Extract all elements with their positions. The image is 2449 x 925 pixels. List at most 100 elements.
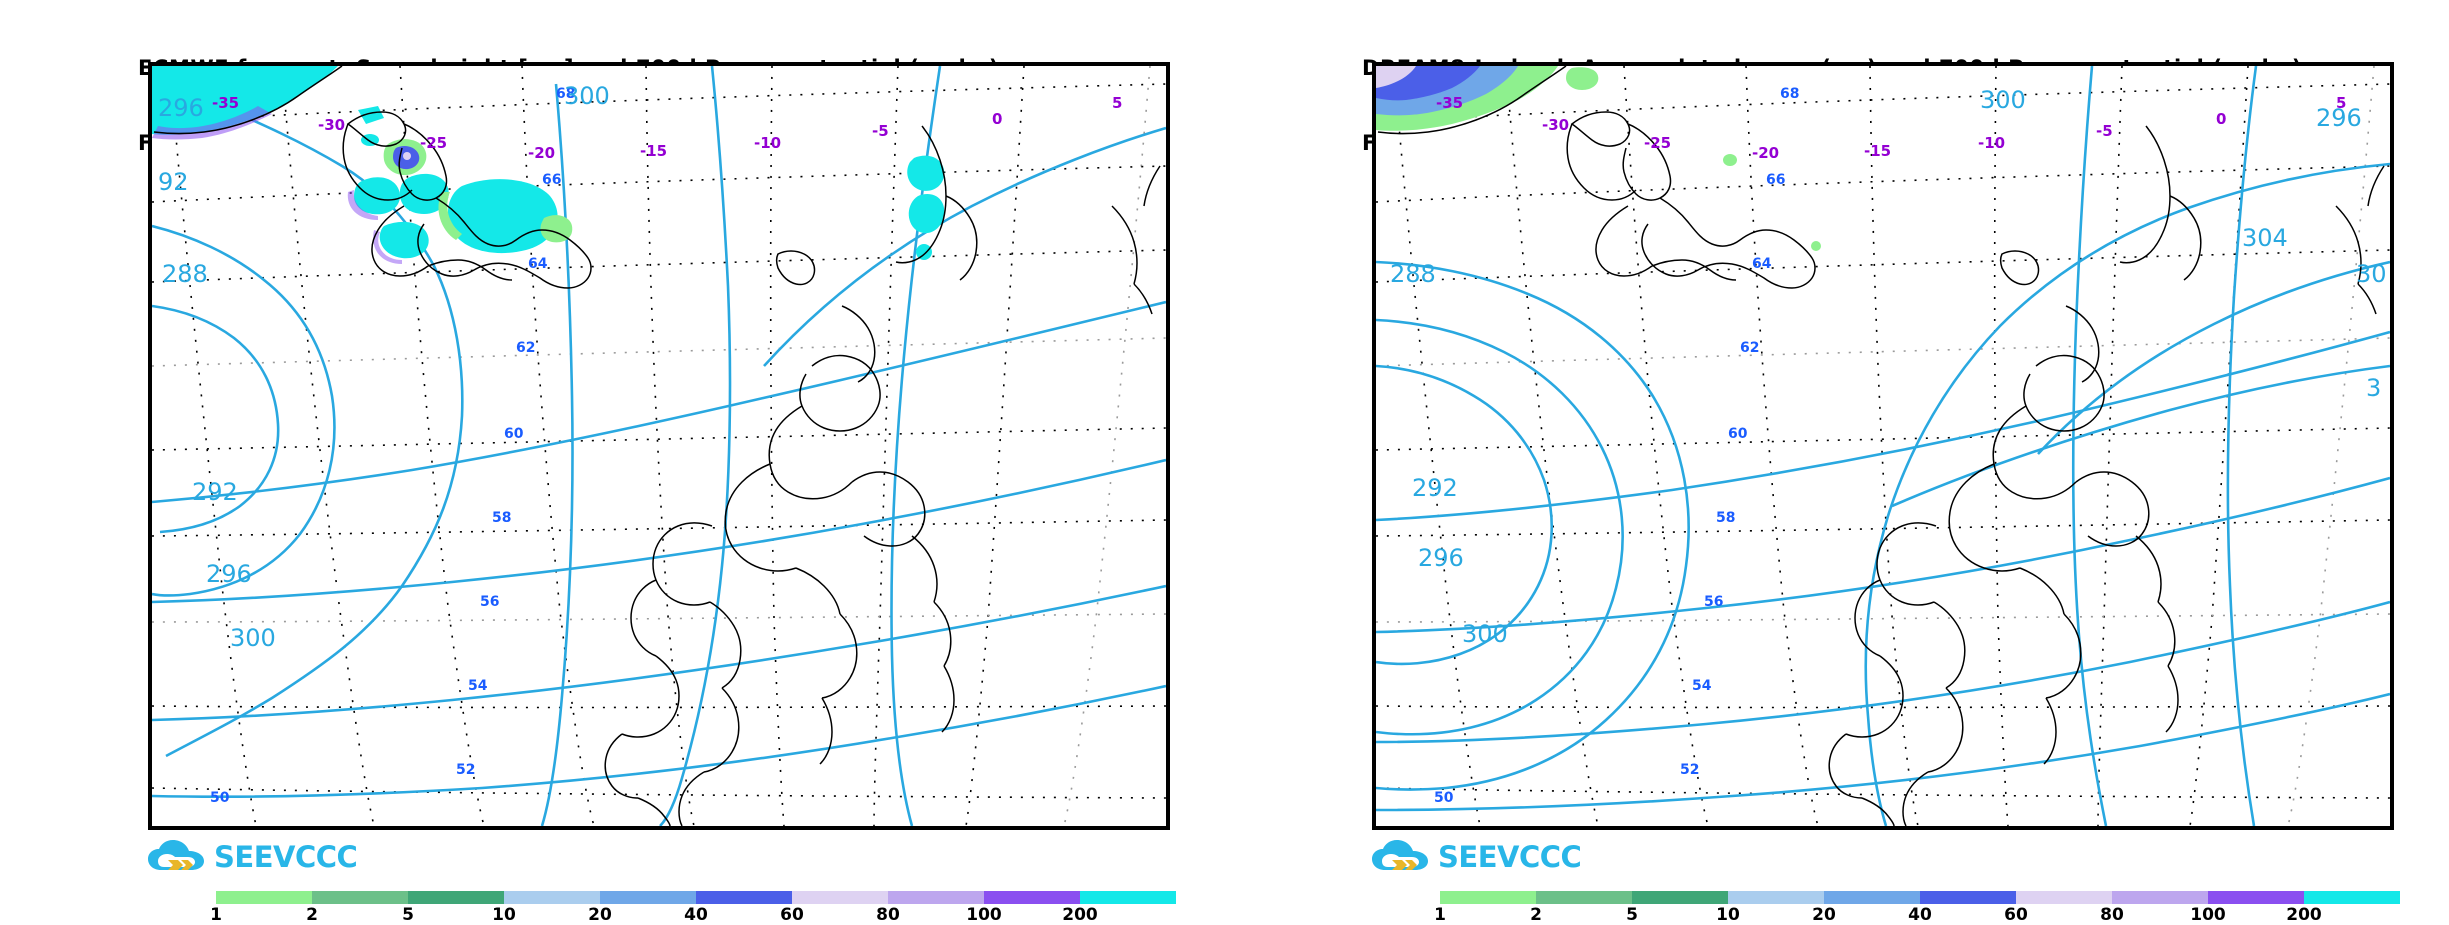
svg-text:296: 296 bbox=[206, 560, 252, 588]
cloud-icon bbox=[1372, 840, 1428, 874]
colorbar-segment bbox=[984, 891, 1080, 904]
svg-text:292: 292 bbox=[1412, 474, 1458, 502]
colorbar-segment bbox=[2016, 891, 2112, 904]
svg-text:0: 0 bbox=[2216, 110, 2226, 128]
colorbar-tick: 1 bbox=[210, 905, 222, 925]
colorbar-segment bbox=[1728, 891, 1824, 904]
geopotential-contours bbox=[152, 66, 1166, 826]
geopotential-labels: 296 92 288 292 296 300 300 bbox=[158, 82, 610, 652]
colorbar-tick: 200 bbox=[2286, 905, 2322, 925]
svg-text:56: 56 bbox=[480, 594, 499, 610]
colorbar-strip-ecmwf bbox=[216, 891, 1176, 904]
colorbar-segment bbox=[216, 891, 312, 904]
svg-text:-35: -35 bbox=[212, 94, 239, 112]
seevccc-logo-text: SEEVCCC bbox=[1438, 839, 1582, 874]
svg-text:56: 56 bbox=[1704, 594, 1723, 610]
svg-text:92: 92 bbox=[158, 168, 189, 196]
colorbar-tick: 80 bbox=[876, 905, 900, 925]
colorbar-tick: 40 bbox=[1908, 905, 1932, 925]
svg-text:300: 300 bbox=[230, 624, 276, 652]
colorbar-tick: 10 bbox=[492, 905, 516, 925]
colorbar-ecmwf: 1 2 5 10 20 40 60 80 100 200 bbox=[210, 891, 1176, 925]
colorbar-tick: 20 bbox=[1812, 905, 1836, 925]
latitude-labels: 68 66 64 62 60 58 56 54 52 50 bbox=[210, 86, 575, 806]
svg-text:66: 66 bbox=[542, 172, 561, 188]
svg-text:-10: -10 bbox=[1978, 134, 2005, 152]
longitude-labels: -35 -30 -25 -20 -15 -10 -5 0 5 bbox=[212, 94, 1122, 162]
svg-text:64: 64 bbox=[1752, 256, 1772, 272]
colorbar-segment bbox=[408, 891, 504, 904]
svg-text:58: 58 bbox=[492, 510, 511, 526]
svg-text:300: 300 bbox=[564, 82, 610, 110]
colorbar-strip-dream8 bbox=[1440, 891, 2400, 904]
svg-text:50: 50 bbox=[210, 790, 230, 806]
colorbar-segment bbox=[2112, 891, 2208, 904]
svg-text:68: 68 bbox=[556, 86, 575, 102]
svg-text:288: 288 bbox=[1390, 260, 1436, 288]
svg-text:50: 50 bbox=[1434, 790, 1454, 806]
svg-text:60: 60 bbox=[1728, 426, 1748, 442]
coastlines bbox=[153, 66, 1161, 826]
latitude-labels: 68 66 64 62 60 58 56 54 52 50 bbox=[1434, 86, 1799, 806]
colorbar-tick: 60 bbox=[780, 905, 804, 925]
svg-text:62: 62 bbox=[516, 340, 535, 356]
svg-text:-15: -15 bbox=[640, 142, 667, 160]
colorbar-segment bbox=[696, 891, 792, 904]
svg-text:-25: -25 bbox=[1644, 134, 1671, 152]
svg-text:296: 296 bbox=[1418, 544, 1464, 572]
svg-text:58: 58 bbox=[1716, 510, 1735, 526]
snow-shading-dream8 bbox=[1376, 66, 1821, 251]
svg-text:68: 68 bbox=[1780, 86, 1799, 102]
svg-text:-10: -10 bbox=[754, 134, 781, 152]
geopotential-contours bbox=[1376, 66, 2390, 826]
svg-text:296: 296 bbox=[2316, 104, 2362, 132]
svg-text:296: 296 bbox=[158, 94, 204, 122]
svg-text:66: 66 bbox=[1766, 172, 1785, 188]
svg-text:288: 288 bbox=[162, 260, 208, 288]
svg-text:-5: -5 bbox=[2096, 122, 2113, 140]
map-frame-dream8: -35 -30 -25 -20 -15 -10 -5 0 5 68 66 64 bbox=[1372, 62, 2394, 830]
svg-text:304: 304 bbox=[2242, 224, 2288, 252]
colorbar-segment bbox=[2208, 891, 2304, 904]
colorbar-segment bbox=[1920, 891, 2016, 904]
colorbar-tick: 40 bbox=[684, 905, 708, 925]
svg-text:3: 3 bbox=[2366, 374, 2381, 402]
svg-text:0: 0 bbox=[992, 110, 1002, 128]
colorbar-segment bbox=[1080, 891, 1176, 904]
colorbar-tick: 2 bbox=[306, 905, 318, 925]
colorbar-tick: 2 bbox=[1530, 905, 1542, 925]
geopotential-labels: 300 296 304 30 3 288 292 296 300 bbox=[1390, 86, 2387, 648]
colorbar-tick: 100 bbox=[966, 905, 1002, 925]
colorbar-dream8: 1 2 5 10 20 40 60 80 100 200 bbox=[1434, 891, 2400, 925]
colorbar-segment bbox=[1536, 891, 1632, 904]
map-canvas-dream8: -35 -30 -25 -20 -15 -10 -5 0 5 68 66 64 bbox=[1376, 66, 2390, 826]
svg-text:30: 30 bbox=[2356, 260, 2387, 288]
svg-text:-20: -20 bbox=[528, 144, 555, 162]
colorbar-segment bbox=[888, 891, 984, 904]
colorbar-segment bbox=[504, 891, 600, 904]
colorbar-tick: 20 bbox=[588, 905, 612, 925]
svg-text:52: 52 bbox=[1680, 762, 1699, 778]
seevccc-logo-left: SEEVCCC bbox=[148, 838, 358, 876]
svg-text:-30: -30 bbox=[1542, 116, 1569, 134]
colorbar-tick: 200 bbox=[1062, 905, 1098, 925]
colorbar-tick: 10 bbox=[1716, 905, 1740, 925]
svg-text:5: 5 bbox=[2336, 94, 2346, 112]
panel-dream8: DREAM8-Iceland: Accumulated snow (cm) an… bbox=[1224, 0, 2448, 925]
svg-text:62: 62 bbox=[1740, 340, 1759, 356]
cloud-icon bbox=[148, 840, 204, 874]
panel-ecmwf: ECMWF forecast: Snow height [cm] and 700… bbox=[0, 0, 1224, 925]
svg-text:-30: -30 bbox=[318, 116, 345, 134]
svg-text:5: 5 bbox=[1112, 94, 1122, 112]
svg-text:54: 54 bbox=[1692, 678, 1712, 694]
colorbar-tick-labels-ecmwf: 1 2 5 10 20 40 60 80 100 200 bbox=[210, 904, 1176, 925]
colorbar-tick: 1 bbox=[1434, 905, 1446, 925]
svg-text:-5: -5 bbox=[872, 122, 889, 140]
colorbar-tick: 60 bbox=[2004, 905, 2028, 925]
colorbar-segment bbox=[1824, 891, 1920, 904]
svg-text:300: 300 bbox=[1980, 86, 2026, 114]
svg-text:300: 300 bbox=[1462, 620, 1508, 648]
colorbar-segment bbox=[792, 891, 888, 904]
coastlines bbox=[1377, 66, 2385, 826]
